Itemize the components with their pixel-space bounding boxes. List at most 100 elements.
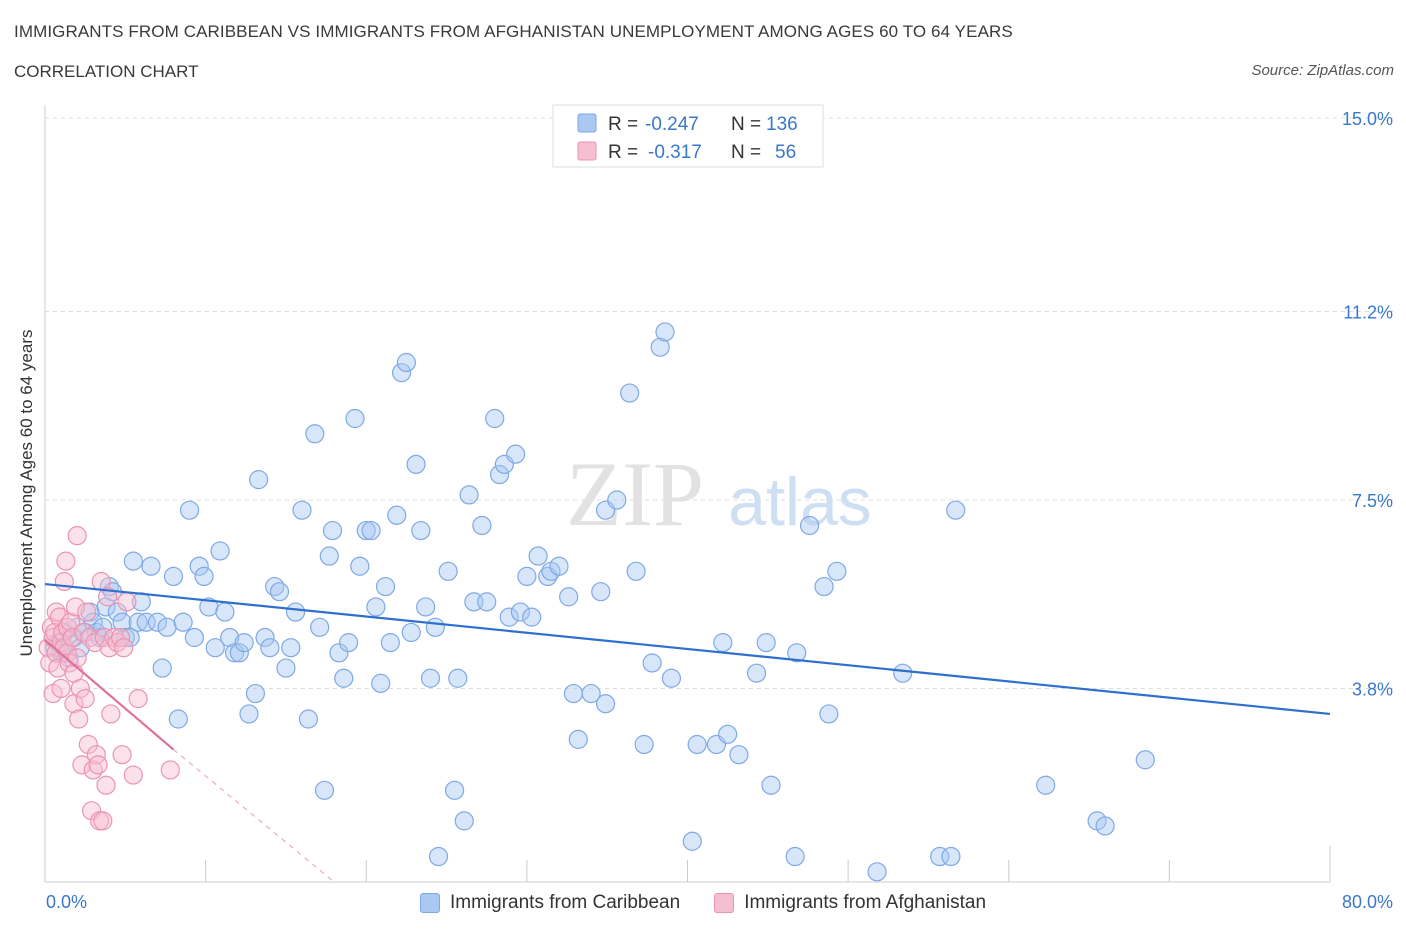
afghanistan-point	[72, 755, 92, 775]
caribbean-point	[756, 633, 776, 653]
y-tick-label: 7.5%	[1352, 491, 1393, 511]
caribbean-point	[819, 704, 839, 724]
caribbean-point	[642, 653, 662, 673]
caribbean-point	[345, 408, 365, 429]
caribbean-point	[371, 673, 391, 693]
grid-lines	[45, 117, 1395, 689]
caribbean-point	[682, 831, 702, 851]
caribbean-point	[229, 643, 249, 663]
legend-item-afghanistan[interactable]: Immigrants from Afghanistan	[714, 889, 986, 917]
afghanistan-point	[96, 775, 116, 795]
caribbean-point	[799, 515, 820, 536]
caribbean-point	[396, 352, 417, 373]
legend-swatch-afghanistan-bottom	[714, 893, 735, 913]
caribbean-point	[292, 500, 312, 520]
caribbean-point	[210, 541, 230, 561]
caribbean-point	[827, 561, 847, 581]
y-tick-label: 15.0%	[1342, 109, 1393, 129]
legend-n-value-2: 56	[775, 142, 796, 163]
caribbean-point	[814, 576, 834, 597]
caribbean-point	[425, 617, 445, 637]
caribbean-point	[785, 846, 805, 867]
caribbean-point	[123, 551, 143, 571]
afghanistan-point	[67, 648, 87, 668]
stats-legend: R = -0.247 N = 136 R = -0.317 N = 56	[552, 104, 824, 168]
caribbean-point	[941, 846, 961, 867]
caribbean-point	[444, 780, 465, 800]
afghanistan-point	[123, 765, 143, 785]
caribbean-point	[438, 561, 458, 581]
caribbean-point	[485, 408, 505, 429]
caribbean-point	[147, 612, 168, 632]
afghanistan-point	[93, 811, 113, 831]
caribbean-point	[634, 734, 654, 755]
caribbean-point	[380, 633, 400, 653]
legend-r-label-2: R =	[608, 142, 638, 163]
afghanistan-point	[94, 627, 115, 648]
caribbean-point	[375, 576, 396, 597]
caribbean-point	[687, 734, 707, 755]
afghanistan-point	[107, 633, 127, 653]
chart-subtitle: CORRELATION CHART	[14, 62, 199, 81]
caribbean-point	[420, 668, 441, 688]
afghanistan-trend-line	[44, 639, 175, 751]
caribbean-point	[107, 602, 127, 622]
caribbean-point	[1036, 775, 1056, 795]
caribbean-point	[141, 556, 161, 576]
caribbean-point	[179, 500, 200, 520]
legend-n-label-2: N =	[731, 142, 761, 163]
watermark-atlas: atlas	[728, 464, 872, 540]
caribbean-point	[416, 597, 436, 617]
afghanistan-point	[54, 571, 74, 592]
afghanistan-point	[88, 755, 108, 775]
caribbean-point	[249, 470, 269, 490]
afghanistan-point	[98, 587, 118, 607]
caribbean-point	[522, 607, 542, 627]
caribbean-point	[499, 607, 519, 627]
x-tick-label-min: 0.0%	[46, 892, 87, 912]
afghanistan-point	[117, 592, 137, 612]
caribbean-point	[510, 602, 531, 622]
caribbean-point	[729, 745, 749, 765]
caribbean-point	[946, 500, 966, 520]
caribbean-point	[411, 520, 431, 541]
afghanistan-point	[78, 734, 98, 755]
caribbean-point	[459, 485, 479, 505]
caribbean-point	[655, 322, 675, 342]
caribbean-point	[454, 811, 474, 831]
afghanistan-point	[101, 704, 121, 724]
afghanistan-point	[45, 622, 65, 643]
caribbean-point	[281, 638, 301, 658]
caribbean-point	[366, 597, 386, 617]
caribbean-point	[220, 627, 240, 648]
caribbean-point	[761, 775, 781, 795]
source-label: Source: ZipAtlas.com	[1251, 62, 1394, 79]
x-tick-label-max: 80.0%	[1342, 892, 1393, 912]
legend-n-label-1: N =	[731, 114, 761, 135]
watermark: ZIP atlas	[566, 443, 872, 545]
caribbean-point	[322, 520, 343, 541]
caribbean-point	[361, 520, 381, 541]
caribbean-point	[391, 363, 412, 383]
trend-lines	[44, 582, 1331, 883]
afghanistan-point	[65, 597, 86, 617]
afghanistan-point	[160, 760, 180, 780]
caribbean-point	[215, 602, 235, 622]
legend-item-caribbean[interactable]: Immigrants from Caribbean	[419, 889, 681, 917]
caribbean-point	[305, 424, 325, 444]
caribbean-point	[173, 612, 193, 632]
legend-label-afghanistan: Immigrants from Afghanistan	[744, 892, 987, 913]
y-tick-label: 11.2%	[1343, 303, 1393, 323]
afghanistan-point	[67, 526, 87, 546]
caribbean-points	[45, 322, 1155, 882]
legend-swatch-caribbean-bottom	[419, 893, 440, 913]
caribbean-point	[224, 643, 245, 663]
caribbean-point	[276, 658, 296, 678]
legend-label-caribbean: Immigrants from Caribbean	[449, 892, 681, 913]
watermark-zip: ZIP	[566, 443, 704, 545]
series-legend: Immigrants from Caribbean Immigrants fro…	[0, 889, 1406, 917]
caribbean-point	[620, 383, 640, 403]
caribbean-point	[234, 633, 254, 653]
caribbean-point	[314, 780, 335, 800]
